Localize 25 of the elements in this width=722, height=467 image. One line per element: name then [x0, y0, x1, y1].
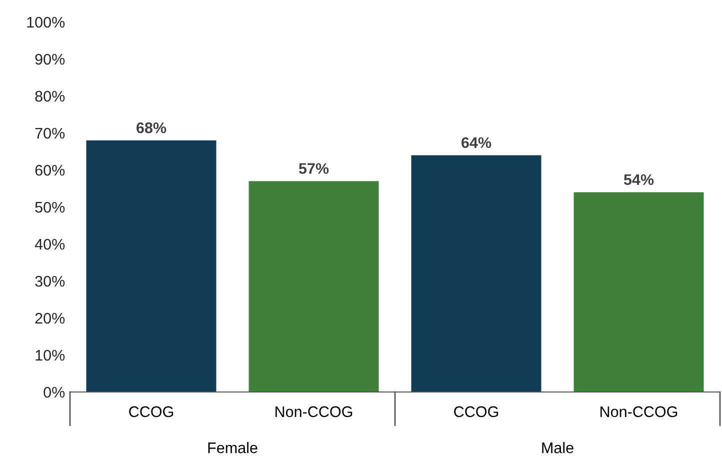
x-tick-label: Non-CCOG — [600, 406, 678, 418]
data-label: 64% — [462, 137, 492, 148]
y-tick-label: 60% — [35, 164, 65, 176]
data-label: 68% — [136, 122, 166, 134]
y-tick-label: 10% — [36, 350, 65, 361]
y-tick-label: 0% — [44, 386, 65, 398]
bar — [574, 192, 704, 392]
x-tick-label: Non-CCOG — [276, 406, 352, 418]
y-tick-label: 20% — [35, 312, 65, 324]
text: Female — [208, 442, 258, 454]
y-tick-label: 100% — [27, 16, 65, 28]
bar — [86, 140, 216, 392]
y-tick-label: 40% — [34, 238, 65, 250]
data-label: 57% — [298, 163, 329, 174]
data-label: 54% — [624, 174, 654, 186]
bar — [248, 181, 379, 392]
y-tick-label: 30% — [35, 276, 65, 287]
text: Male — [542, 442, 574, 454]
y-tick-label: 80% — [35, 90, 65, 102]
x-tick-label: CCOG — [129, 406, 174, 418]
y-tick-label: 50% — [35, 202, 65, 213]
bar — [411, 155, 542, 392]
y-tick-label: 90% — [35, 54, 65, 65]
x-tick-label: CCOG — [454, 406, 498, 418]
y-tick-label: 70% — [35, 128, 65, 139]
